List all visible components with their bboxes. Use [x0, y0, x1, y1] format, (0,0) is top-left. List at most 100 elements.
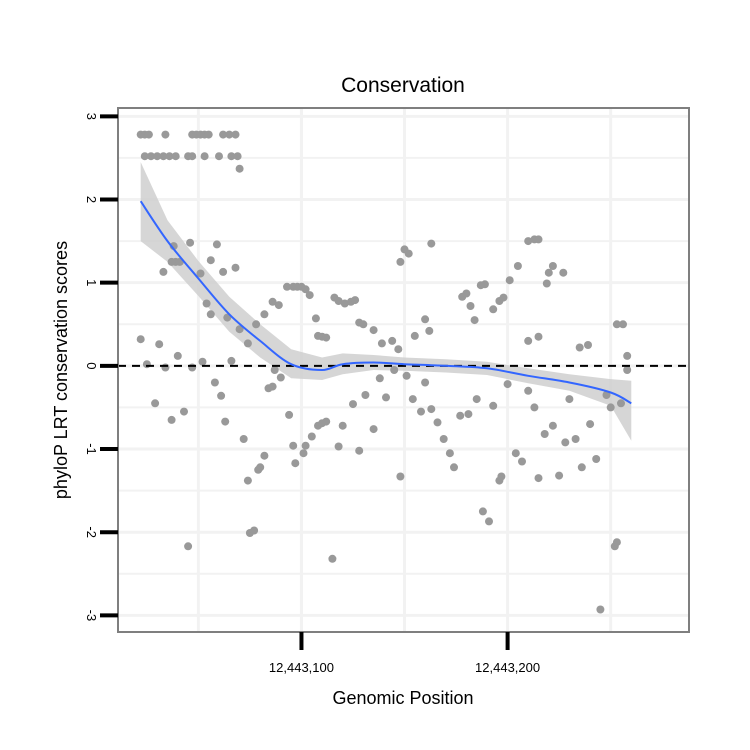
data-point [464, 410, 473, 419]
data-point [470, 316, 479, 325]
data-point [311, 314, 320, 323]
data-point [276, 373, 285, 382]
y-tick-label: -2 [84, 526, 99, 538]
data-point [410, 331, 419, 340]
data-point [243, 339, 252, 348]
data-point [188, 152, 197, 161]
data-point [227, 356, 236, 365]
data-point [136, 335, 145, 344]
data-point [200, 152, 209, 161]
y-tick-label: -1 [84, 443, 99, 455]
x-tick-label: 12,443,100 [269, 660, 334, 675]
data-point [421, 315, 430, 324]
plot-panel [117, 107, 690, 633]
y-axis-label: phyloP LRT conservation scores [51, 241, 71, 499]
data-point [497, 472, 506, 481]
data-point [542, 279, 551, 288]
data-point [396, 257, 405, 266]
data-point [404, 249, 413, 258]
data-point [524, 386, 533, 395]
data-point [427, 405, 436, 414]
data-point [142, 360, 151, 369]
data-point [235, 325, 244, 334]
data-point [165, 152, 174, 161]
data-point [612, 538, 621, 547]
data-point [221, 417, 230, 426]
data-point [328, 554, 337, 563]
data-point [204, 130, 213, 139]
data-point [210, 378, 219, 387]
data-point [377, 339, 386, 348]
data-point [217, 391, 226, 400]
data-point [340, 299, 349, 308]
data-point [408, 395, 417, 404]
data-point [231, 263, 240, 272]
data-point [361, 391, 370, 399]
data-point [439, 435, 448, 443]
data-point [231, 130, 240, 139]
data-point [456, 411, 465, 420]
data-point [577, 463, 586, 472]
data-point [584, 341, 592, 349]
data-point [243, 476, 252, 485]
data-point [196, 269, 205, 278]
data-point [534, 235, 543, 244]
data-point [445, 449, 454, 458]
y-tick-label: -3 [84, 610, 99, 622]
data-point [151, 399, 160, 408]
data-point [388, 336, 397, 345]
data-point [505, 276, 514, 285]
data-point [518, 457, 526, 466]
x-axis-label: Genomic Position [332, 688, 473, 708]
data-point [140, 152, 149, 161]
data-point [349, 400, 357, 409]
data-point [606, 403, 615, 412]
data-point [305, 291, 314, 300]
data-point [235, 164, 244, 173]
data-point [548, 262, 557, 270]
data-point [359, 320, 368, 329]
data-point [421, 378, 430, 387]
data-point [402, 371, 411, 380]
data-point [425, 326, 434, 335]
y-tick-label: 0 [84, 362, 99, 369]
data-point [307, 432, 316, 441]
data-point [382, 393, 390, 402]
data-point [144, 130, 153, 139]
data-point [427, 239, 436, 248]
data-point [206, 256, 215, 265]
data-point [291, 459, 300, 468]
data-point [369, 425, 378, 434]
data-point [390, 366, 399, 374]
x-axis: 12,443,100 12,443,200 [269, 632, 540, 675]
data-point [571, 435, 580, 443]
data-point [215, 152, 223, 161]
data-point [260, 310, 269, 319]
data-point [375, 374, 384, 383]
data-point [227, 152, 236, 161]
data-point [369, 326, 378, 335]
y-tick-label: 1 [84, 279, 99, 286]
smooth-trend-line [139, 200, 632, 405]
data-point [489, 401, 498, 410]
data-point [334, 442, 343, 451]
data-point [602, 391, 611, 399]
data-point [561, 438, 570, 447]
grid-lines [118, 108, 689, 632]
data-point [565, 395, 574, 404]
data-point [394, 345, 403, 354]
data-point [225, 130, 234, 139]
data-point [219, 130, 228, 139]
data-point [184, 542, 193, 551]
data-point [485, 517, 493, 526]
data-point [586, 420, 595, 429]
data-point [219, 267, 228, 276]
data-point [159, 152, 168, 161]
data-point [301, 441, 310, 450]
data-point [285, 410, 294, 419]
data-point [472, 395, 481, 404]
data-point [499, 293, 508, 302]
data-point [334, 297, 343, 305]
data-point [619, 320, 627, 329]
